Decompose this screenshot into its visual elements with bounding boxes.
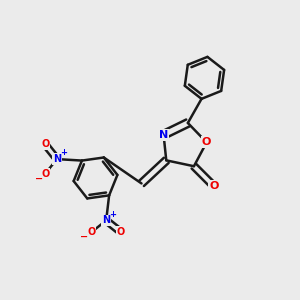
Text: +: +	[60, 148, 67, 157]
Text: O: O	[209, 181, 218, 191]
Text: +: +	[109, 210, 116, 219]
Text: O: O	[202, 137, 211, 147]
Text: −: −	[80, 232, 88, 242]
Text: −: −	[34, 173, 43, 184]
Text: N: N	[102, 215, 110, 225]
Text: O: O	[41, 140, 49, 149]
Text: N: N	[159, 130, 168, 140]
Text: O: O	[41, 169, 49, 179]
Text: N: N	[53, 154, 61, 164]
Text: O: O	[87, 227, 96, 237]
Text: O: O	[117, 227, 125, 237]
